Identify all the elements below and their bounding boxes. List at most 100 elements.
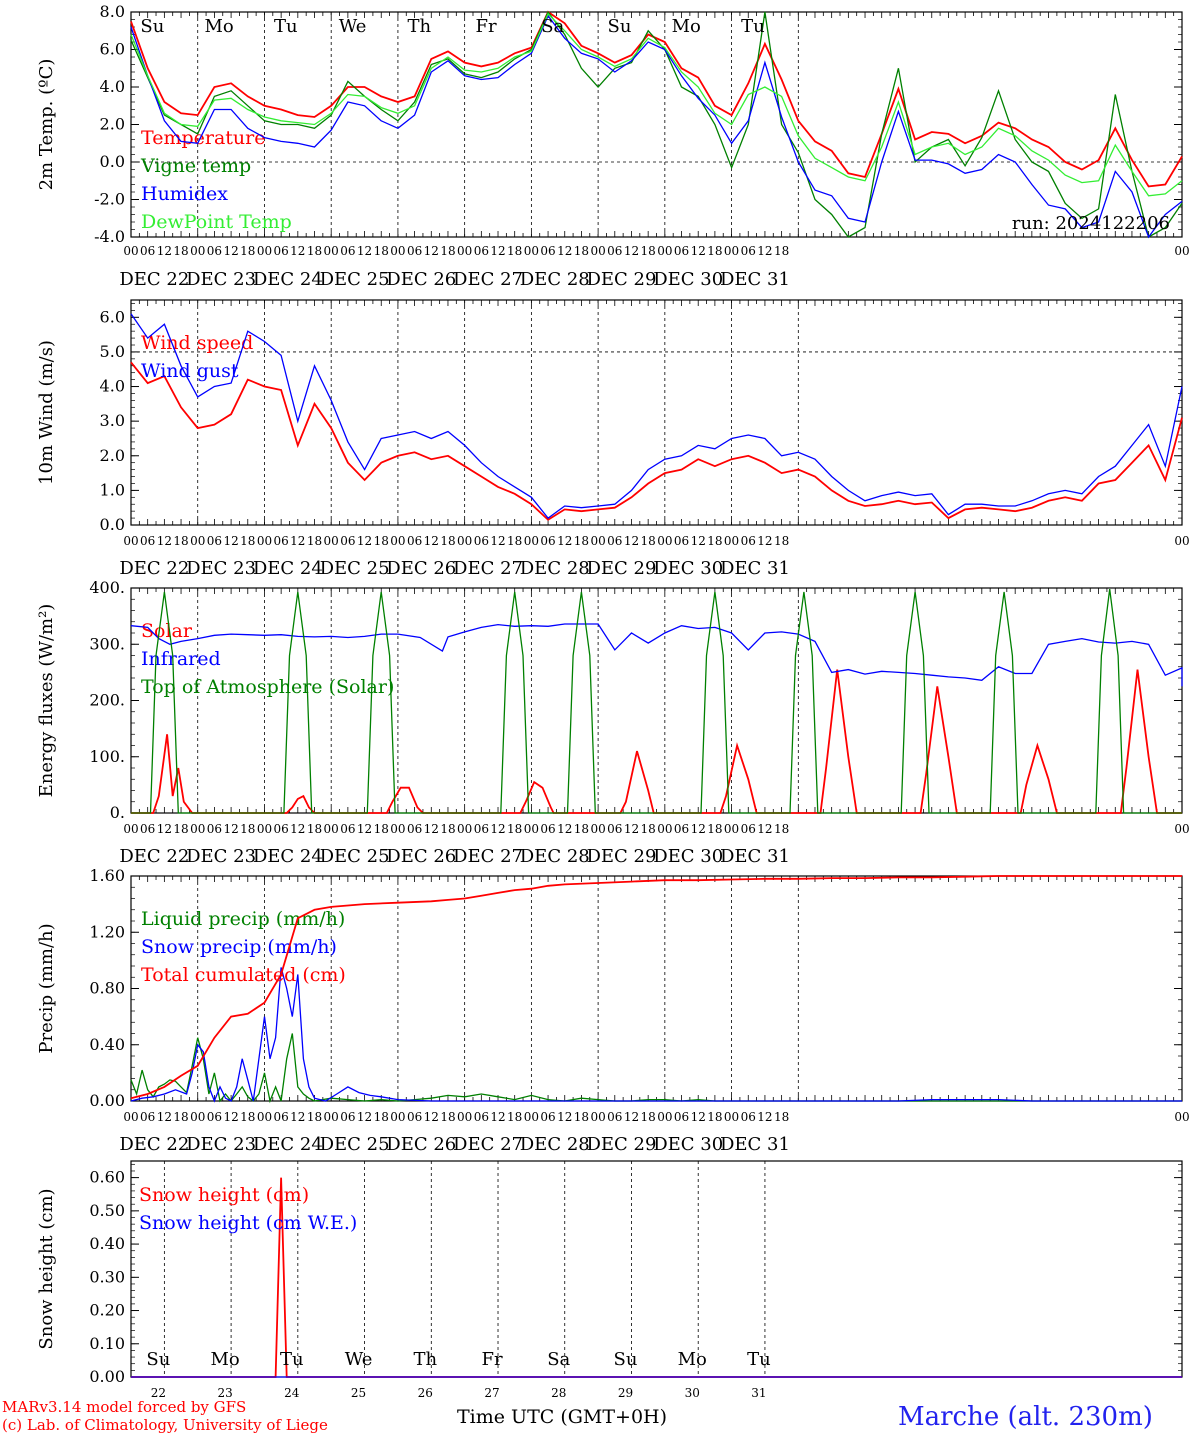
series-line-humidex <box>130 14 1183 239</box>
x-hour-label: 00 <box>724 1110 739 1124</box>
x-hour-label: 18 <box>507 1110 522 1124</box>
x-hour-label: 12 <box>223 244 238 258</box>
y-tick-label: 200. <box>89 691 125 710</box>
x-date-label: DEC 22 <box>119 269 189 290</box>
x-hour-label: 00 <box>123 1110 138 1124</box>
x-hour-label: 12 <box>290 244 305 258</box>
legend-entry: Snow height (cm) <box>139 1184 309 1206</box>
x-hour-label: 06 <box>207 1110 222 1124</box>
x-hour-label: 00 <box>724 534 739 548</box>
x-hour-label: 12 <box>624 822 639 836</box>
x-hour-label: 18 <box>240 822 255 836</box>
x-hour-label: 12 <box>557 1110 572 1124</box>
series-line-wind-gust <box>130 313 1183 519</box>
panel-3: 0. 100. 200. 300. 400. Energy fluxes (W/m²) So… <box>36 578 1190 867</box>
x-hour-label: 00 <box>390 534 405 548</box>
y-tick-label: 300. <box>89 634 125 653</box>
x-hour-label: 18 <box>507 822 522 836</box>
y-tick-label: 6.0 <box>100 307 125 326</box>
x-hour-label: 06 <box>274 822 289 836</box>
day-name-label: Su <box>614 1349 638 1370</box>
legend-entry: Wind speed <box>141 332 253 354</box>
series-line-dewpoint-temp <box>130 12 1183 197</box>
x-hour-label: 18 <box>307 1110 322 1124</box>
x-hour-label: 06 <box>540 822 555 836</box>
x-date-label: DEC 29 <box>586 269 656 290</box>
y-tick-label: 0.30 <box>89 1267 125 1286</box>
x-hour-label: 12 <box>624 534 639 548</box>
x-hour-label: 00 <box>190 822 205 836</box>
panel-2: 0.0 1.0 2.0 3.0 4.0 5.0 6.0 10m Wind (m/s) Wind … <box>36 299 1190 579</box>
x-hour-label: 06 <box>207 534 222 548</box>
x-hour-label: 00 <box>524 822 539 836</box>
x-hour-label: 12 <box>691 534 706 548</box>
day-name-label: Th <box>413 1349 437 1370</box>
y-axis-label: Snow height (cm) <box>36 1188 57 1349</box>
x-hour-label: 06 <box>674 822 689 836</box>
x-hour-label: 00 <box>257 1110 272 1124</box>
x-hour-label: 06 <box>407 534 422 548</box>
x-hour-label: 00 <box>524 534 539 548</box>
x-date-label: DEC 23 <box>186 846 256 867</box>
x-hour-label: 18 <box>507 534 522 548</box>
x-hour-label: 12 <box>757 244 772 258</box>
x-hour-label: 18 <box>173 1110 188 1124</box>
x-hour-label: 12 <box>424 244 439 258</box>
x-hour-label: 12 <box>223 822 238 836</box>
x-date-label: DEC 31 <box>720 846 790 867</box>
x-hour-label: 06 <box>674 534 689 548</box>
x-hour-label: 00 <box>190 534 205 548</box>
x-hour-label: 00 <box>257 822 272 836</box>
day-name-label: Tu <box>274 16 298 37</box>
x-hour-label: 18 <box>641 822 656 836</box>
y-tick-label: 3.0 <box>100 411 125 430</box>
x-date-label: DEC 26 <box>386 558 456 579</box>
x-hour-label: 18 <box>440 244 455 258</box>
x-hour-label: 18 <box>307 244 322 258</box>
x-hour-label: 00 <box>657 534 672 548</box>
x-hour-label: 12 <box>691 822 706 836</box>
x-hour-label: 06 <box>540 244 555 258</box>
x-hour-label: 06 <box>607 1110 622 1124</box>
x-hour-label: 18 <box>574 534 589 548</box>
y-tick-label: 0.00 <box>89 1091 125 1110</box>
x-hour-label: 18 <box>240 1110 255 1124</box>
x-hour-label: 00 <box>724 244 739 258</box>
x-hour-label: 00 <box>1174 822 1189 836</box>
x-hour-label: 06 <box>741 244 756 258</box>
x-hour-label: 18 <box>574 244 589 258</box>
y-tick-label: 5.0 <box>100 342 125 361</box>
y-tick-label: 0.80 <box>89 979 125 998</box>
x-hour-label: 06 <box>540 534 555 548</box>
day-name-label: Tu <box>280 1349 304 1370</box>
x-hour-label: 06 <box>207 244 222 258</box>
credit-line-1: MARv3.14 model forced by GFS <box>2 1398 247 1416</box>
y-tick-label: 100. <box>89 747 125 766</box>
x-hour-label: 12 <box>490 822 505 836</box>
x-hour-label: 06 <box>607 534 622 548</box>
x-hour-label: 00 <box>324 244 339 258</box>
x-hour-label: 12 <box>624 1110 639 1124</box>
x-hour-label: 12 <box>557 822 572 836</box>
x-date-label: DEC 30 <box>653 269 723 290</box>
x-hour-label: 12 <box>357 534 372 548</box>
day-name-label: Tu <box>741 16 765 37</box>
series-line-total-cumulated-cm- <box>130 875 1182 1100</box>
day-name-label: Sa <box>547 1349 570 1370</box>
x-hour-label: 06 <box>474 822 489 836</box>
x-hour-label: 18 <box>240 534 255 548</box>
x-hour-label: 12 <box>691 1110 706 1124</box>
y-tick-label: 0.60 <box>89 1168 125 1187</box>
day-number-label: 29 <box>618 1386 633 1400</box>
x-date-label: DEC 27 <box>453 269 523 290</box>
x-hour-label: 18 <box>307 534 322 548</box>
x-hour-label: 18 <box>507 244 522 258</box>
x-hour-label: 12 <box>490 244 505 258</box>
x-date-label: DEC 23 <box>186 1134 256 1155</box>
x-hour-label: 00 <box>457 244 472 258</box>
x-hour-label: 06 <box>140 822 155 836</box>
x-date-label: DEC 24 <box>253 846 323 867</box>
y-tick-label: 0.0 <box>100 152 125 171</box>
x-hour-label: 18 <box>707 822 722 836</box>
x-date-label: DEC 28 <box>520 846 590 867</box>
